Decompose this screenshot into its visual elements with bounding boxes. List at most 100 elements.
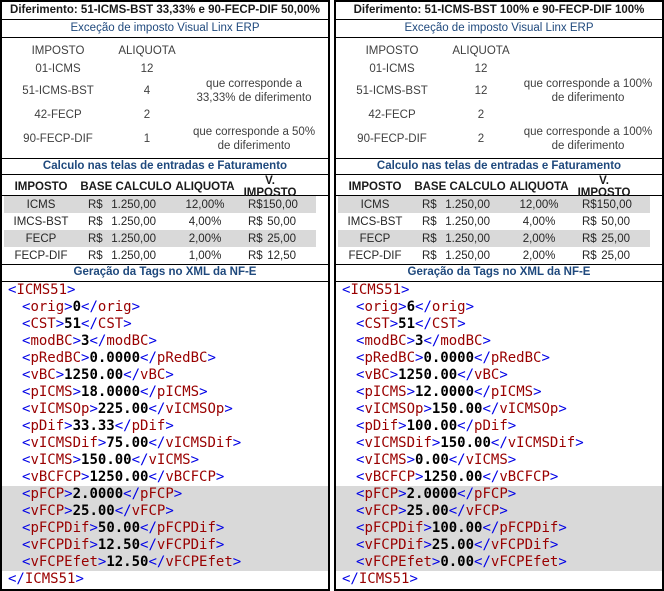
- xml-open-bracket: <: [356, 299, 365, 315]
- xml-open-bracket: <: [356, 486, 365, 502]
- xml-line: <pICMS>18.0000</pICMS>: [2, 384, 328, 401]
- xml-close-bracket: >: [406, 333, 416, 349]
- calc-imposto-cell: ICMS: [360, 198, 390, 211]
- xml-tag-value: 12.50: [97, 537, 141, 553]
- xml-open-bracket: <: [356, 367, 365, 383]
- xml-end-tag-name: modBC: [440, 333, 483, 349]
- xml-code-block: <ICMS51> <orig>0</orig> <CST>51</CST> <modB…: [2, 282, 328, 589]
- xml-end-close-bracket: >: [575, 435, 584, 451]
- column-header-spacer: [180, 41, 328, 61]
- xml-end-open-bracket: </: [114, 503, 132, 519]
- xml-open-bracket: <: [22, 333, 31, 349]
- calc-aliquota-cell: 2,00%: [522, 232, 556, 245]
- xml-end-open-bracket: </: [123, 367, 141, 383]
- exception-note-cell: [514, 61, 662, 77]
- exception-aliquota-cell: 4: [143, 85, 151, 97]
- xml-tag-name: vFCPDif: [30, 537, 90, 553]
- valor-value: 25,00: [267, 232, 296, 245]
- calc-table-row: FECP-DIF R$ 1.250,00 2,00% R$ 25,00: [336, 247, 662, 264]
- xml-end-close-bracket: >: [131, 299, 141, 315]
- xml-end-tag-name: vFCP: [465, 503, 500, 519]
- xml-end-open-bracket: </: [423, 333, 441, 349]
- xml-close-bracket: >: [401, 282, 410, 298]
- xml-tag-name: pFCP: [364, 486, 399, 502]
- calc-base-cell: R$ 1.250,00: [414, 199, 506, 211]
- xml-open-bracket: <: [22, 316, 31, 332]
- xml-tag-name: pDif: [364, 418, 399, 434]
- xml-tag-name: pFCPDif: [364, 520, 424, 536]
- calc-section-title: Calculo nas telas de entradas e Faturame…: [336, 159, 662, 175]
- xml-end-close-bracket: >: [232, 554, 242, 570]
- currency-symbol: R$: [248, 249, 263, 262]
- xml-tag-value: 18.0000: [81, 384, 141, 400]
- xml-end-close-bracket: >: [507, 452, 517, 468]
- xml-open-bracket: <: [356, 452, 365, 468]
- xml-end-close-bracket: >: [549, 537, 559, 553]
- xml-tag-value: 0.00: [440, 554, 475, 570]
- xml-end-open-bracket: </: [415, 299, 432, 315]
- base-value: 1.250,00: [111, 232, 156, 245]
- xml-tag-value: 150.00: [81, 452, 132, 468]
- exception-note-cell: que corresponde a 100% de diferimento: [523, 125, 653, 152]
- xml-end-tag-name: pICMS: [156, 384, 200, 400]
- calc-base-cell: R$ 1.250,00: [80, 233, 172, 245]
- xml-end-close-bracket: >: [533, 384, 542, 400]
- tax-exception-table: IMPOSTO ALIQUOTA 01-ICMS 12 51-ICMS-BST 12 q…: [336, 38, 662, 159]
- xml-tag-name: vFCPDif: [364, 537, 424, 553]
- xml-close-bracket: >: [423, 520, 432, 536]
- xml-end-close-bracket: >: [507, 486, 517, 502]
- xml-tag-value: 25.00: [431, 537, 475, 553]
- calc-valor-cell: R$ 12,50: [238, 250, 328, 262]
- xml-tag-name: pRedBC: [30, 350, 82, 366]
- xml-end-tag-name: pFCP: [140, 486, 174, 502]
- xml-end-tag-name: vBCFCP: [499, 469, 550, 485]
- column-header-aliquota: ALIQUOTA: [118, 45, 176, 57]
- xml-open-bracket: <: [22, 469, 31, 485]
- xml-end-open-bracket: </: [474, 350, 491, 366]
- xml-tag-value: 3: [415, 333, 424, 349]
- xml-tag-name: pICMS: [364, 384, 407, 400]
- exception-note-cell: que corresponde a 50% de diferimento: [192, 125, 316, 152]
- xml-end-open-bracket: </: [474, 554, 491, 570]
- xml-end-open-bracket: </: [448, 503, 466, 519]
- xml-line: <modBC>3</modBC>: [2, 333, 328, 350]
- currency-symbol: R$: [422, 232, 437, 245]
- xml-end-close-bracket: >: [507, 418, 517, 434]
- xml-end-open-bracket: </: [123, 486, 141, 502]
- exception-aliquota-cell: 12: [140, 63, 154, 75]
- xml-end-open-bracket: </: [148, 469, 166, 485]
- exception-imposto-cell: 01-ICMS: [369, 63, 415, 75]
- xml-end-tag-name: vICMS: [148, 452, 191, 468]
- xml-open-bracket: <: [356, 469, 365, 485]
- xml-open-bracket: <: [356, 333, 365, 349]
- calc-valor-cell: R$ 50,00: [238, 216, 328, 228]
- xml-open-bracket: <: [342, 282, 351, 298]
- xml-tag-value: 1250.00: [64, 367, 124, 383]
- xml-open-bracket: <: [22, 401, 31, 417]
- calc-base-cell: R$ 1.250,00: [414, 250, 506, 262]
- xml-tag-name: pFCP: [30, 486, 65, 502]
- xml-close-bracket: >: [415, 469, 424, 485]
- tax-exception-table: IMPOSTO ALIQUOTA 01-ICMS 12 51-ICMS-BST 4 qu…: [2, 38, 328, 159]
- calc-section-title: Calculo nas telas de entradas e Faturame…: [2, 159, 328, 175]
- xml-open-bracket: <: [22, 520, 31, 536]
- xml-close-bracket: >: [389, 316, 399, 332]
- xml-tag-name: CST: [364, 316, 390, 332]
- xml-open-bracket: <: [22, 384, 31, 400]
- xml-tag-value: 75.00: [106, 435, 149, 451]
- xml-tag-name: ICMS51: [16, 282, 68, 298]
- calc-valor-cell: R$ 50,00: [572, 216, 662, 228]
- xml-line: <pDif>33.33</pDif>: [2, 418, 328, 435]
- xml-close-bracket: >: [72, 333, 82, 349]
- xml-tag-value: 3: [81, 333, 90, 349]
- xml-line: <pFCP>2.0000</pFCP>: [2, 486, 328, 503]
- calc-base-cell: R$ 1.250,00: [414, 216, 506, 228]
- xml-line: <pDif>100.00</pDif>: [336, 418, 662, 435]
- xml-open-bracket: <: [356, 350, 365, 366]
- xml-end-close-bracket: >: [215, 520, 225, 536]
- xml-end-close-bracket: >: [499, 367, 508, 383]
- xml-tag-value: 25.00: [406, 503, 449, 519]
- xml-end-open-bracket: </: [140, 350, 157, 366]
- exception-aliquota-cell: 12: [474, 63, 488, 75]
- xml-end-close-bracket: >: [165, 503, 174, 519]
